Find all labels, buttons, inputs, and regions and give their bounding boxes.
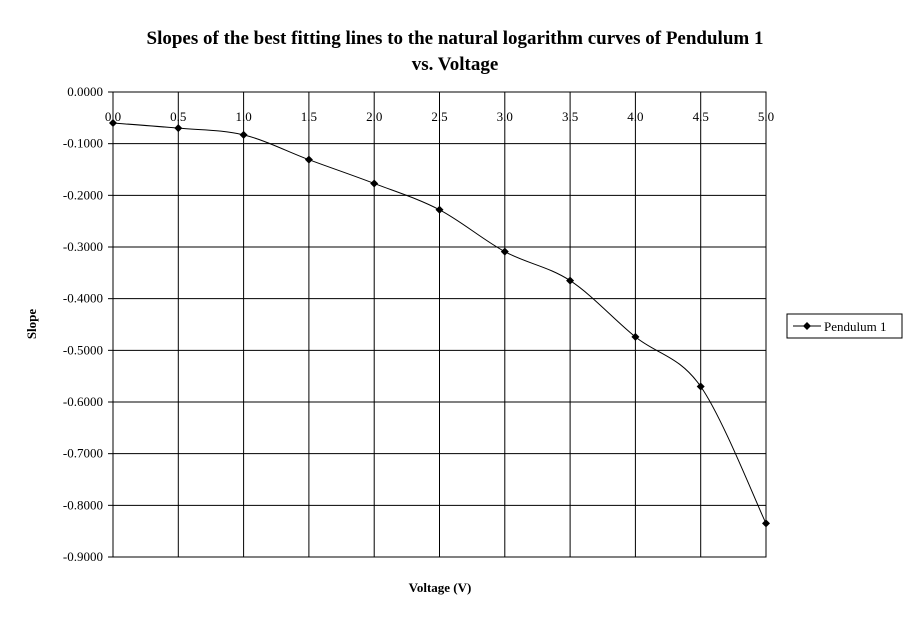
y-tick-label: -0.7000	[63, 446, 103, 461]
y-tick-label: -0.1000	[63, 136, 103, 151]
x-tick-label: 0.5	[170, 109, 186, 124]
x-tick-label: 4.5	[693, 109, 709, 124]
x-tick-label: 2.0	[366, 109, 382, 124]
x-tick-label: 5.0	[758, 109, 774, 124]
grid-lines	[108, 91, 767, 558]
data-point-marker	[566, 276, 575, 285]
chart-title-line-1: Slopes of the best fitting lines to the …	[146, 28, 764, 49]
legend-label-pendulum-1: Pendulum 1	[824, 319, 886, 334]
x-tick-labels: 0.0 0.5 1.0 1.5 2.0 2.5 3.0 3.5 4.0 4.5 5.0	[105, 109, 774, 124]
y-tick-label: -0.3000	[63, 239, 103, 254]
x-tick-label: 3.0	[497, 109, 513, 124]
y-tick-label: -0.6000	[63, 394, 103, 409]
y-axis-label: Slope	[24, 309, 39, 340]
x-tick-label: 1.0	[235, 109, 251, 124]
y-tick-label: -0.2000	[63, 187, 103, 202]
chart-title: Slopes of the best fitting lines to the …	[40, 26, 870, 78]
legend-marker	[803, 322, 811, 330]
data-point-marker	[174, 124, 183, 133]
data-point-marker	[304, 155, 313, 164]
y-tick-label: -0.5000	[63, 342, 103, 357]
y-tick-label: -0.8000	[63, 497, 103, 512]
data-point-marker	[109, 119, 117, 127]
x-tick-label: 4.0	[627, 109, 643, 124]
chart-title-line-2: vs. Voltage	[411, 54, 499, 75]
data-point-marker	[696, 382, 705, 391]
y-tick-labels: 0.0000 -0.1000 -0.2000 -0.3000 -0.4000 -0.500…	[63, 84, 103, 564]
x-tick-label: 1.5	[301, 109, 317, 124]
series-pendulum-1	[109, 119, 770, 528]
plot-area-border	[112, 91, 767, 558]
x-axis-label: Voltage (V)	[409, 580, 472, 595]
data-point-marker	[631, 332, 640, 341]
data-point-marker	[239, 130, 248, 139]
data-point-marker	[370, 179, 379, 188]
y-tick-label: -0.9000	[63, 549, 103, 564]
x-tick-label: 0.0	[105, 109, 121, 124]
data-point-marker	[500, 247, 509, 256]
data-point-marker	[435, 205, 444, 214]
series-line	[112, 122, 767, 524]
legend: Pendulum 1	[786, 313, 903, 339]
x-tick-label: 2.5	[431, 109, 447, 124]
data-point-marker	[762, 519, 770, 528]
y-tick-label: -0.4000	[63, 291, 103, 306]
x-tick-label: 3.5	[562, 109, 578, 124]
y-tick-label: 0.0000	[67, 84, 103, 99]
